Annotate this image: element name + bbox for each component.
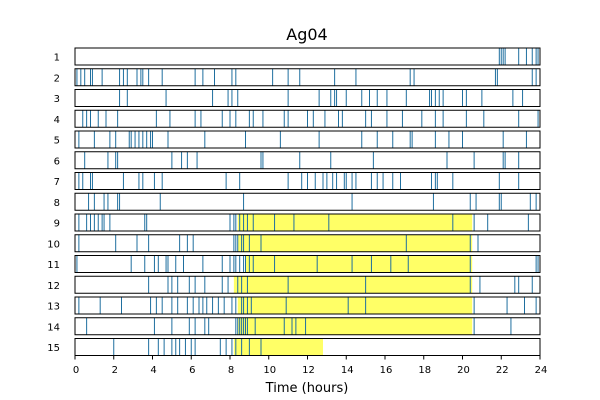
- highlight-band: [237, 214, 473, 231]
- raster-row: 10: [47, 234, 541, 253]
- x-tick-label: 22: [496, 365, 509, 376]
- row-frame: [74, 68, 541, 87]
- row-frame: [74, 296, 541, 315]
- raster-row: 1: [54, 47, 541, 66]
- raster-row: 15: [47, 338, 541, 356]
- row-label: 12: [47, 281, 60, 292]
- row-frame: [74, 130, 541, 149]
- raster-row: 9: [54, 213, 541, 232]
- row-label: 1: [54, 53, 60, 64]
- raster-row: 14: [47, 317, 541, 336]
- raster-row: 11: [47, 255, 541, 273]
- x-tick-label: 20: [457, 365, 470, 376]
- row-label: 10: [47, 239, 60, 250]
- row-frame: [74, 109, 541, 128]
- x-axis-label: Time (hours): [265, 381, 349, 396]
- x-tick-label: 8: [228, 365, 234, 376]
- row-frame: [74, 151, 541, 170]
- chart-title: Ag04: [286, 25, 327, 44]
- x-tick-label: 24: [535, 365, 548, 376]
- raster-row: 12: [47, 275, 541, 294]
- x-tick-label: 0: [73, 365, 79, 376]
- row-frame: [74, 213, 541, 232]
- x-tick-label: 2: [112, 365, 118, 376]
- row-label: 5: [54, 136, 60, 147]
- row-frame: [74, 192, 541, 211]
- row-label: 14: [47, 322, 60, 333]
- highlight-band: [245, 255, 473, 273]
- row-label: 9: [54, 219, 60, 230]
- row-frame: [74, 47, 541, 66]
- raster-row: 5: [54, 130, 541, 149]
- row-label: 3: [54, 94, 60, 105]
- row-frame: [74, 172, 541, 190]
- raster-row: 6: [54, 151, 541, 170]
- row-label: 7: [54, 177, 60, 188]
- highlight-band: [233, 276, 473, 294]
- row-label: 8: [54, 198, 60, 209]
- raster-row: 3: [54, 89, 541, 107]
- row-label: 13: [47, 302, 60, 313]
- x-tick-label: 6: [189, 365, 195, 376]
- highlight-band: [237, 297, 473, 314]
- highlight-band: [237, 234, 473, 252]
- highlight-band: [237, 317, 473, 335]
- row-label: 2: [54, 73, 60, 84]
- row-frame: [74, 89, 541, 107]
- row-label: 6: [54, 156, 60, 167]
- row-frame: [74, 234, 541, 253]
- raster-row: 2: [54, 68, 541, 87]
- row-frame: [74, 255, 541, 273]
- raster-row: 8: [54, 192, 541, 211]
- x-tick-label: 14: [341, 365, 354, 376]
- raster-row: 4: [54, 109, 541, 128]
- row-frame: [74, 317, 541, 336]
- x-tick-label: 10: [263, 365, 276, 376]
- x-tick-label: 4: [150, 365, 156, 376]
- x-tick-label: 18: [418, 365, 431, 376]
- raster-row: 7: [54, 172, 541, 190]
- x-axis-ticks: 0 2 4 6 8 10 12 14 16 18 20 22 24: [73, 355, 548, 376]
- row-label: 11: [47, 260, 60, 271]
- x-tick-label: 16: [380, 365, 393, 376]
- x-tick-label: 12: [302, 365, 315, 376]
- highlight-band: [233, 338, 323, 356]
- raster-row: 13: [47, 296, 541, 315]
- row-frame: [74, 275, 541, 294]
- row-label: 4: [54, 115, 60, 126]
- row-label: 15: [47, 343, 60, 354]
